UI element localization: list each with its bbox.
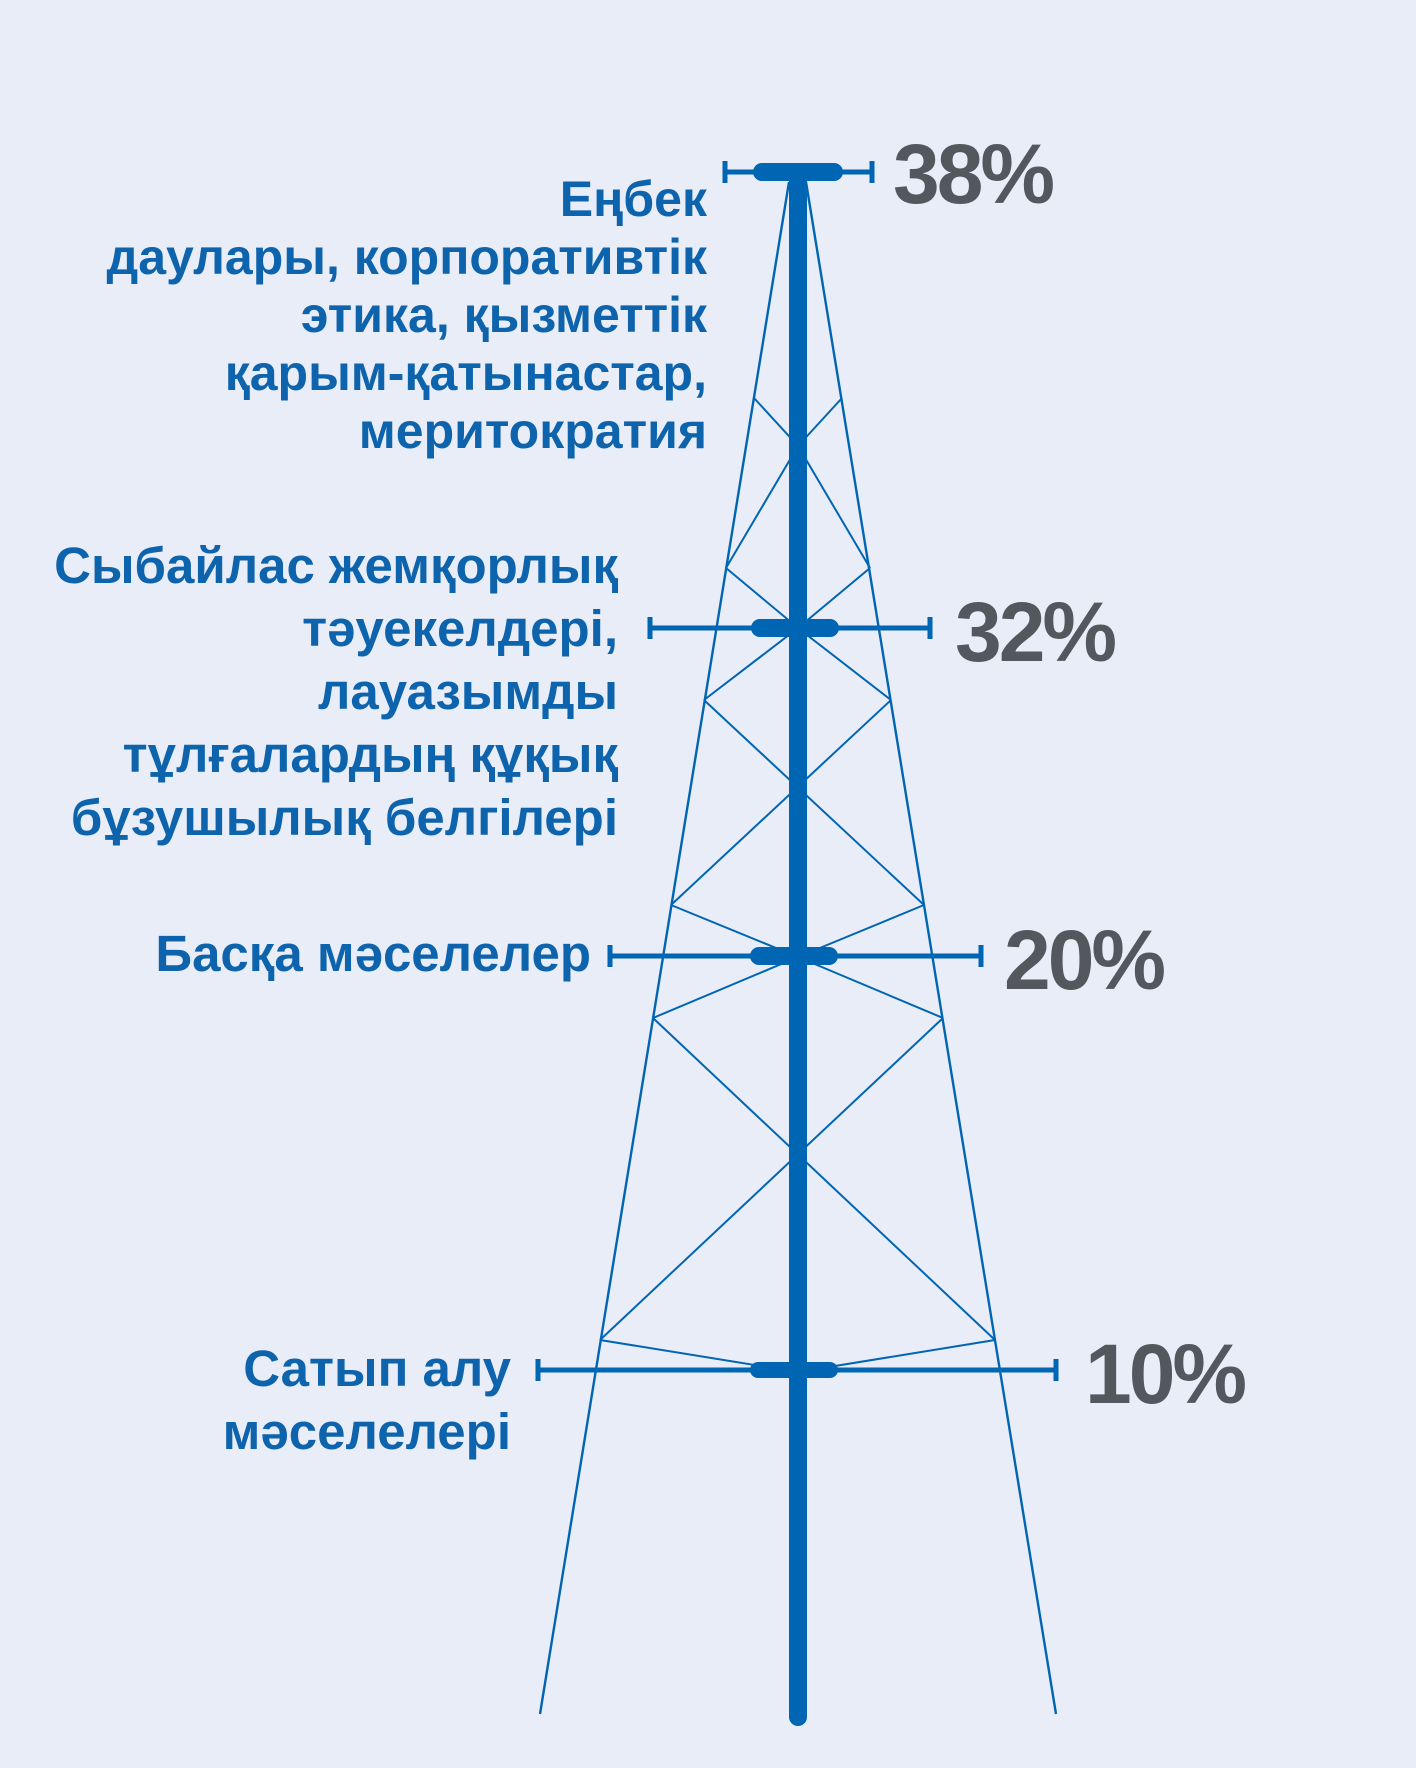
percent-value-20: 20% xyxy=(1004,913,1166,1007)
tower-legs xyxy=(538,181,1058,1715)
category-label-20: Басқа мәселелер xyxy=(155,925,591,982)
category-label-32: Сыбайлас жемқорлық тәуекелдері, лауазымд… xyxy=(54,537,618,846)
tower-mast xyxy=(789,164,807,1726)
percent-value-32: 32% xyxy=(955,585,1117,679)
category-label-38: Еңбек даулары, корпоративтік этика, қызм… xyxy=(106,171,707,459)
marker-pill-32 xyxy=(751,619,839,637)
percent-value-38: 38% xyxy=(893,127,1055,221)
percent-value-10: 10% xyxy=(1085,1327,1247,1421)
marker-pill-10 xyxy=(750,1362,838,1378)
category-label-10: Сатып алу мәселелері xyxy=(222,1340,511,1460)
marker-pill-20 xyxy=(750,947,838,965)
marker-pill-38 xyxy=(753,163,843,181)
